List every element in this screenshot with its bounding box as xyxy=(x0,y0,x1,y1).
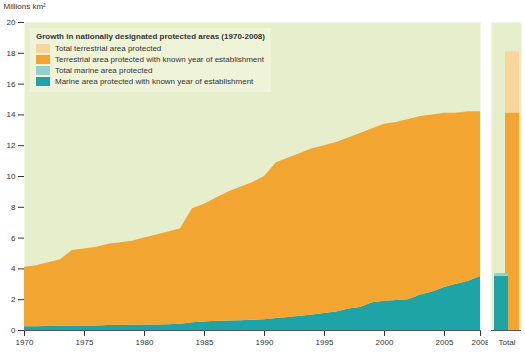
svg-text:2000: 2000 xyxy=(376,338,394,347)
svg-text:4: 4 xyxy=(11,264,16,273)
html-text:Total marine area protected: Total marine area protected xyxy=(55,66,153,75)
svg-text:10: 10 xyxy=(7,172,16,181)
svg-text:1975: 1975 xyxy=(76,338,94,347)
svg-text:14: 14 xyxy=(7,110,16,119)
svg-text:1985: 1985 xyxy=(196,338,214,347)
svg-text:2005: 2005 xyxy=(436,338,454,347)
html-text:Total terrestrial area protect: Total terrestrial area protected xyxy=(55,44,162,53)
html-text:Terrestrial area protected wit: Terrestrial area protected with known ye… xyxy=(55,55,264,64)
html-text:Marine area protected with kno: Marine area protected with known year of… xyxy=(55,77,254,86)
svg-text:2: 2 xyxy=(11,295,16,304)
svg-text:1995: 1995 xyxy=(316,338,334,347)
svg-text:2008: 2008 xyxy=(472,338,488,347)
svg-text:18: 18 xyxy=(7,49,16,58)
svg-text:8: 8 xyxy=(11,203,16,212)
svg-text:1990: 1990 xyxy=(256,338,274,347)
svg-text:16: 16 xyxy=(7,80,16,89)
svg-text:Millions km²: Millions km² xyxy=(4,2,47,11)
svg-text:6: 6 xyxy=(11,234,16,243)
svg-text:1970: 1970 xyxy=(16,338,34,347)
svg-text:12: 12 xyxy=(7,141,16,150)
svg-text:0: 0 xyxy=(11,326,16,335)
svg-text:1980: 1980 xyxy=(136,338,154,347)
html-text:Growth in nationally designate: Growth in nationally designated protecte… xyxy=(36,32,265,41)
svg-text:Total: Total xyxy=(499,338,516,347)
svg-text:20: 20 xyxy=(7,18,16,27)
